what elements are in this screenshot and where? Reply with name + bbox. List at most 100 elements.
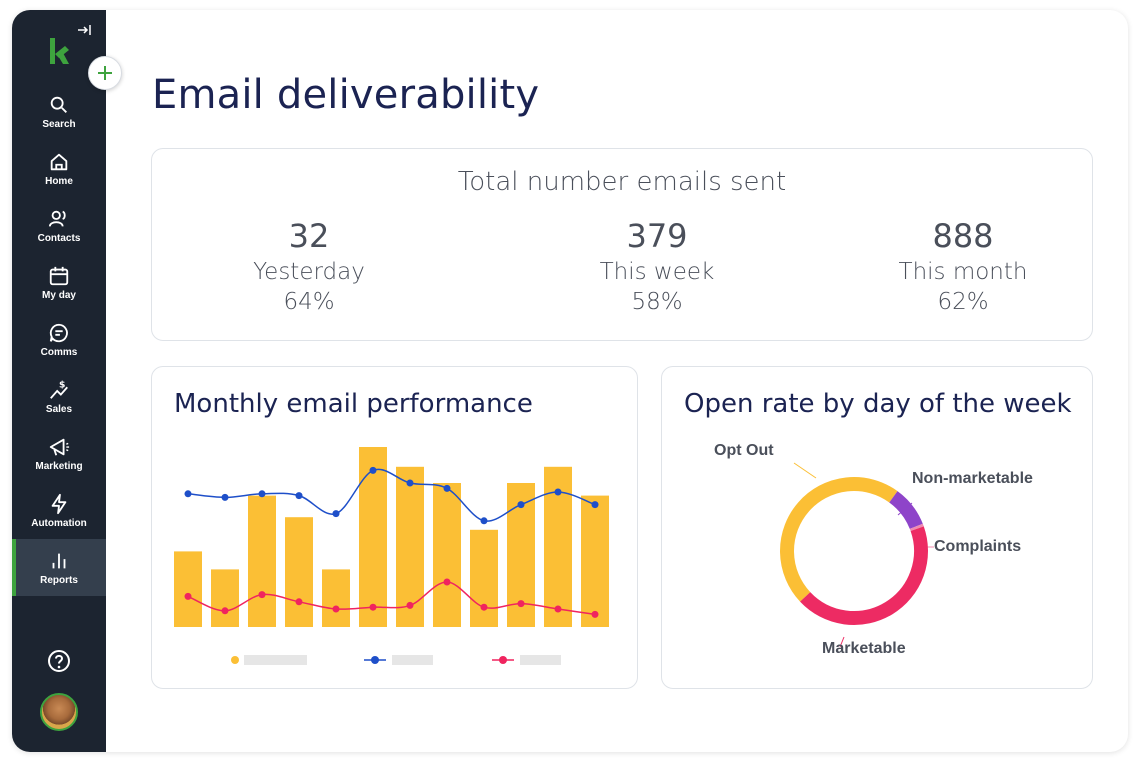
sidebar-item-marketing[interactable]: Marketing — [12, 425, 106, 482]
monthly-performance-title: Monthly email performance — [174, 389, 533, 419]
data-point[interactable] — [369, 603, 377, 611]
legend-placeholder — [244, 655, 307, 665]
slice-leader-line — [839, 636, 845, 648]
sidebar-item-label: Contacts — [37, 232, 81, 244]
sidebar-item-contacts[interactable]: Contacts — [12, 197, 106, 254]
data-point[interactable] — [221, 493, 229, 501]
data-point[interactable] — [517, 501, 525, 509]
sidebar: Search Home Contacts My day Comms $ Sale… — [12, 10, 106, 752]
legend-swatch — [499, 656, 507, 664]
monthly-performance-card: Monthly email performance — [151, 366, 638, 689]
open-rate-card: Open rate by day of the week Opt Out Non-… — [661, 366, 1093, 689]
sidebar-item-label: Search — [42, 118, 76, 130]
total-emails-card: Total number emails sent 32 Yesterday 64… — [151, 148, 1093, 341]
data-point[interactable] — [443, 484, 451, 492]
slice-label: Opt Out — [714, 442, 774, 459]
slice-label: Non-marketable — [912, 470, 1033, 487]
donut-slice[interactable] — [909, 523, 924, 532]
data-point[interactable] — [369, 466, 377, 474]
collapse-sidebar-icon[interactable] — [76, 22, 92, 38]
data-point[interactable] — [443, 578, 451, 586]
open-rate-donut-chart: Opt Out Non-marketable Complaints Marketabl… — [714, 442, 1033, 657]
sidebar-item-my-day[interactable]: My day — [12, 254, 106, 311]
stat-label: This week — [599, 259, 715, 285]
donut-slice[interactable] — [780, 477, 898, 602]
chat-icon — [49, 323, 68, 342]
sidebar-item-comms[interactable]: Comms — [12, 311, 106, 368]
sidebar-item-automation[interactable]: Automation — [12, 482, 106, 539]
sidebar-item-label: My day — [42, 289, 76, 301]
calendar-icon — [49, 266, 69, 285]
legend-swatch — [231, 656, 239, 664]
bar[interactable] — [470, 529, 498, 627]
bar[interactable] — [174, 551, 202, 627]
donut-slice[interactable] — [889, 491, 923, 530]
sidebar-item-label: Sales — [45, 403, 73, 415]
sidebar-item-sales[interactable]: $ Sales — [12, 368, 106, 425]
stat-value: 888 — [932, 217, 994, 255]
legend-item[interactable] — [364, 655, 433, 665]
stat-percentage: 58% — [631, 289, 683, 315]
avatar[interactable] — [40, 693, 78, 731]
data-point[interactable] — [184, 490, 192, 498]
stat-this-week: 379 This week 58% — [537, 217, 777, 315]
open-rate-title: Open rate by day of the week — [684, 389, 1072, 419]
stat-label: This month — [898, 259, 1028, 285]
bar[interactable] — [359, 447, 387, 627]
contacts-icon — [48, 210, 66, 227]
bar[interactable] — [433, 483, 461, 627]
legend-placeholder — [520, 655, 561, 665]
donut-slice[interactable] — [800, 526, 928, 625]
data-point[interactable] — [221, 607, 229, 615]
data-point[interactable] — [295, 598, 303, 606]
add-button[interactable] — [88, 56, 122, 90]
page-title: Email deliverability — [152, 72, 540, 118]
data-point[interactable] — [517, 600, 525, 608]
stat-value: 32 — [288, 217, 330, 255]
legend-placeholder — [392, 655, 433, 665]
search-icon — [50, 96, 67, 113]
bar[interactable] — [285, 517, 313, 627]
help-icon[interactable] — [47, 649, 71, 673]
sidebar-item-reports[interactable]: Reports — [12, 539, 106, 596]
sidebar-item-label: Marketing — [35, 460, 83, 472]
stat-this-month: 888 This month 62% — [843, 217, 1083, 315]
bar[interactable] — [248, 495, 276, 627]
sidebar-item-label: Comms — [40, 346, 78, 358]
bar[interactable] — [581, 495, 609, 627]
keap-logo[interactable] — [48, 38, 70, 64]
megaphone-icon — [49, 438, 70, 456]
legend-swatch — [371, 656, 379, 664]
sidebar-item-home[interactable]: Home — [12, 140, 106, 197]
bar[interactable] — [322, 569, 350, 627]
data-point[interactable] — [295, 492, 303, 500]
stat-yesterday: 32 Yesterday 64% — [189, 217, 429, 315]
monthly-performance-chart — [174, 447, 609, 665]
data-point[interactable] — [591, 501, 599, 509]
stat-label: Yesterday — [253, 259, 365, 285]
slice-leader-line — [793, 462, 817, 479]
data-point[interactable] — [258, 490, 266, 498]
legend-item[interactable] — [492, 655, 561, 665]
data-point[interactable] — [258, 591, 266, 599]
data-point[interactable] — [480, 517, 488, 525]
bar[interactable] — [211, 569, 239, 627]
sidebar-item-label: Home — [45, 175, 73, 187]
data-point[interactable] — [406, 479, 414, 487]
data-point[interactable] — [591, 610, 599, 618]
sidebar-item-label: Automation — [31, 517, 87, 529]
data-point[interactable] — [554, 488, 562, 496]
data-point[interactable] — [480, 603, 488, 611]
stat-value: 379 — [626, 217, 688, 255]
data-point[interactable] — [406, 601, 414, 609]
data-point[interactable] — [332, 605, 340, 613]
home-icon — [50, 153, 68, 170]
data-point[interactable] — [332, 510, 340, 518]
sales-icon: $ — [50, 379, 68, 399]
sidebar-item-label: Reports — [40, 574, 78, 586]
sidebar-item-search[interactable]: Search — [12, 83, 106, 140]
data-point[interactable] — [184, 592, 192, 600]
legend-item[interactable] — [231, 655, 307, 665]
plus-icon — [98, 66, 112, 80]
data-point[interactable] — [554, 605, 562, 613]
